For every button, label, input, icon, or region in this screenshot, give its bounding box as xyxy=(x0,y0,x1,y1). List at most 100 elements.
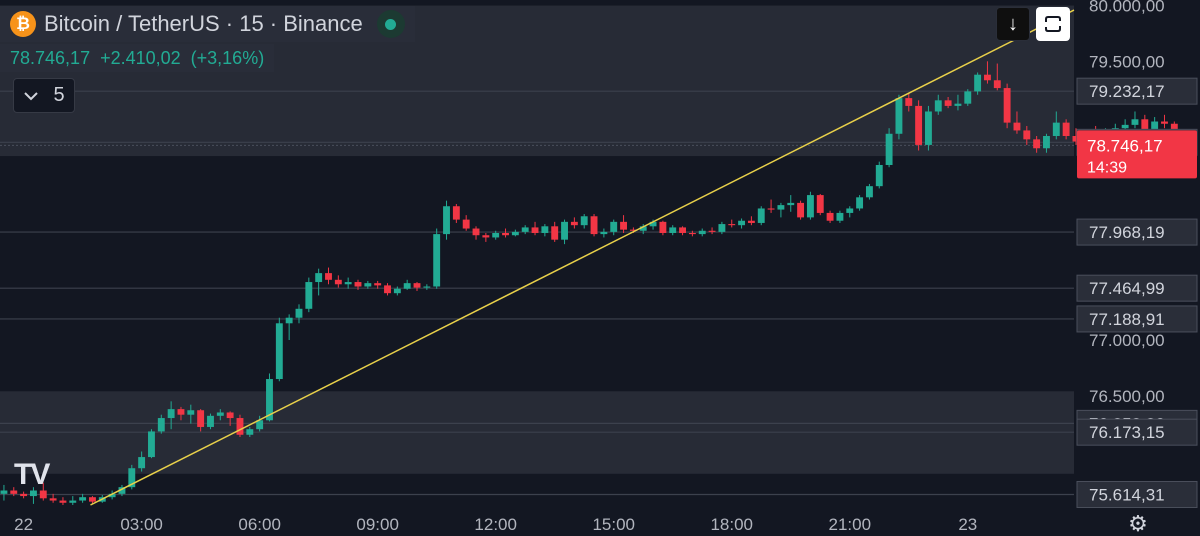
symbol-title: Bitcoin / TetherUS · 15 · Binance xyxy=(44,11,363,36)
candle xyxy=(39,490,47,499)
candle xyxy=(836,212,844,221)
candle xyxy=(246,429,254,435)
change-abs-text: +2.410,02 xyxy=(100,47,181,68)
candle xyxy=(924,111,932,145)
x-tick-label: 09:00 xyxy=(356,515,399,534)
candle xyxy=(600,231,608,235)
candle xyxy=(1052,122,1060,137)
candle xyxy=(698,230,706,235)
candle xyxy=(856,197,864,209)
candle xyxy=(187,410,195,415)
arrow-down-icon: ↓ xyxy=(1008,12,1018,35)
change-pct-text: (+3,16%) xyxy=(190,47,265,68)
candle xyxy=(285,317,293,324)
candle xyxy=(423,286,431,288)
candle xyxy=(934,100,942,112)
sync-button[interactable] xyxy=(1036,7,1070,41)
candle xyxy=(669,227,677,233)
candle xyxy=(157,418,165,432)
sync-icon xyxy=(1045,16,1061,32)
candle xyxy=(49,498,57,501)
candle xyxy=(639,226,647,231)
candle xyxy=(403,283,411,289)
tradingview-logo: TV xyxy=(14,458,50,491)
level-price-label-box xyxy=(1076,305,1198,333)
level-price-label-box xyxy=(1076,218,1198,246)
candle xyxy=(462,219,470,229)
candle xyxy=(767,208,775,210)
candle xyxy=(266,379,273,421)
x-tick-label: 03:00 xyxy=(120,515,163,534)
countdown-label: 14:39 xyxy=(1087,159,1127,176)
candle xyxy=(738,220,746,226)
candle xyxy=(413,283,421,288)
x-tick-label: 15:00 xyxy=(592,515,635,534)
candle xyxy=(1131,119,1139,125)
candle xyxy=(797,202,805,218)
x-tick-label: 18:00 xyxy=(710,515,753,534)
interval-selector[interactable]: 5 xyxy=(13,78,75,113)
candle xyxy=(875,164,883,187)
candle xyxy=(226,412,234,419)
candle xyxy=(708,230,716,232)
candle xyxy=(482,235,490,238)
candle xyxy=(384,285,391,294)
candle xyxy=(118,487,126,494)
candle xyxy=(816,195,824,213)
candle xyxy=(216,412,224,416)
gear-icon[interactable]: ⚙ xyxy=(1128,511,1148,536)
candle xyxy=(393,288,401,294)
candle xyxy=(787,202,795,206)
candle xyxy=(364,283,372,287)
candle xyxy=(885,133,893,165)
level-price-label-box xyxy=(1076,480,1198,508)
candle xyxy=(561,221,568,240)
candle xyxy=(167,409,175,419)
candle xyxy=(443,206,450,235)
candle xyxy=(325,273,332,280)
candle xyxy=(649,221,657,227)
symbol-legend[interactable]: ₿ Bitcoin / TetherUS · 15 · Binance xyxy=(0,6,415,42)
trendline[interactable] xyxy=(90,9,1075,506)
candle xyxy=(177,409,185,415)
scroll-to-latest-button[interactable]: ↓ xyxy=(996,7,1030,41)
candle xyxy=(1023,130,1031,140)
candle xyxy=(344,282,352,285)
candle xyxy=(590,216,598,235)
candle xyxy=(905,98,913,106)
candle xyxy=(502,232,509,236)
y-tick-label: 77.000,00 xyxy=(1089,331,1165,350)
candle xyxy=(1013,122,1021,131)
candle xyxy=(1072,136,1080,142)
candle xyxy=(207,415,214,427)
candle xyxy=(728,224,736,226)
candle xyxy=(954,103,962,106)
candle xyxy=(993,80,1001,89)
candle xyxy=(433,234,441,287)
last-price-label-box xyxy=(1077,130,1197,179)
candle xyxy=(59,500,67,503)
candle xyxy=(148,431,155,458)
candle xyxy=(964,91,972,104)
x-tick-label: 21:00 xyxy=(828,515,871,534)
candle xyxy=(846,208,854,213)
candle xyxy=(1121,124,1129,129)
candle xyxy=(472,228,480,236)
level-price-label-box xyxy=(1076,77,1198,105)
candle xyxy=(679,227,687,233)
candle xyxy=(610,221,618,232)
candle xyxy=(806,195,814,218)
candle xyxy=(492,232,500,238)
candle xyxy=(197,410,205,427)
y-tick-label: 80.000,00 xyxy=(1089,0,1165,16)
candle xyxy=(256,420,264,430)
candle xyxy=(521,227,529,232)
candle xyxy=(275,323,283,380)
candle xyxy=(128,468,136,488)
level-price-label: 77.188,91 xyxy=(1089,310,1165,329)
candle xyxy=(580,216,588,226)
x-tick-label: 06:00 xyxy=(238,515,281,534)
candle xyxy=(89,497,96,502)
